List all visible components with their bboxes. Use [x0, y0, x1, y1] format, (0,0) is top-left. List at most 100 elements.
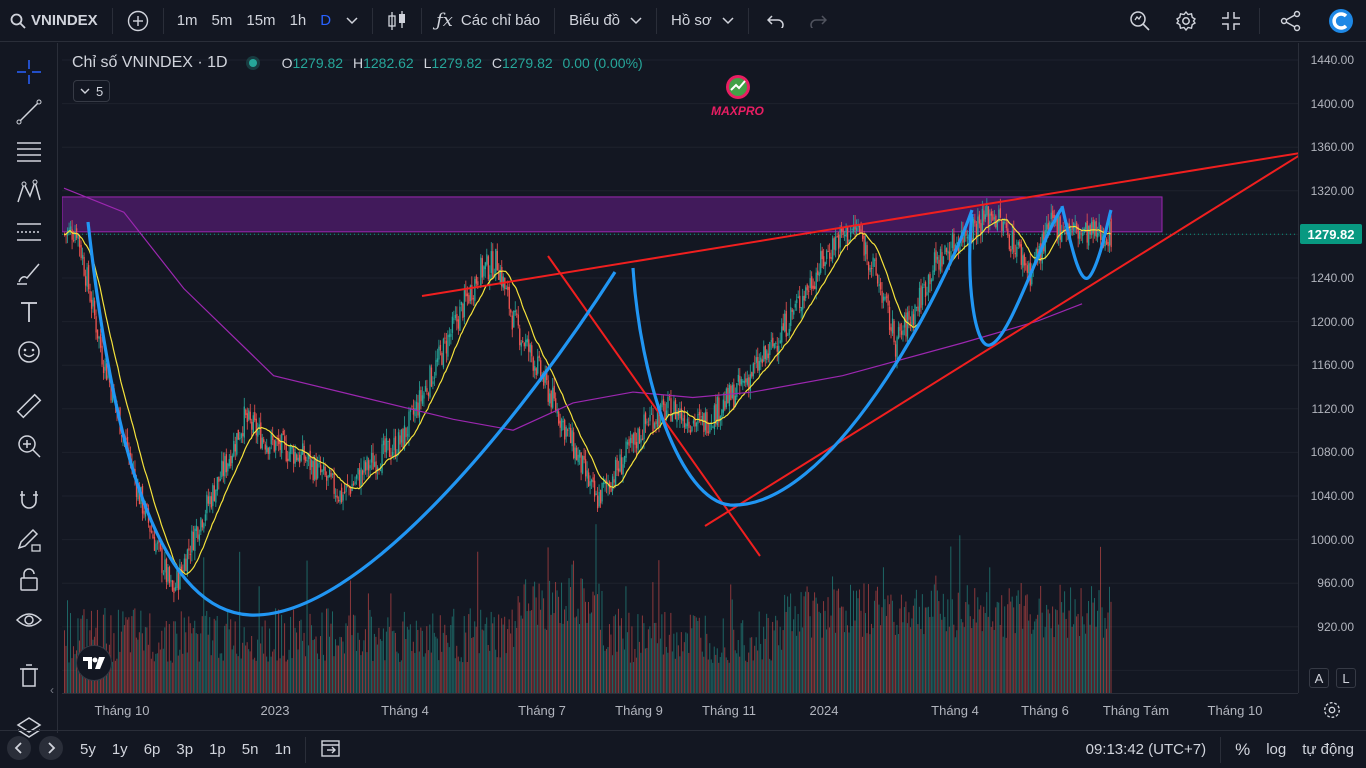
auto-toggle[interactable]: tự động [1302, 741, 1354, 758]
volume-bar [653, 622, 655, 693]
volume-bar [1031, 633, 1033, 693]
candle-body [188, 548, 190, 551]
interval-15m[interactable]: 15m [246, 12, 276, 29]
volume-bar [782, 630, 784, 693]
volume-bar [354, 615, 356, 693]
compare-button[interactable] [119, 0, 157, 42]
axis-settings-button[interactable] [1322, 700, 1344, 722]
profile-menu-button[interactable]: Hồ sơ [663, 0, 742, 42]
interval-5m[interactable]: 5m [211, 12, 233, 29]
interval-dropdown[interactable] [338, 0, 366, 42]
range-1y[interactable]: 1y [111, 741, 128, 758]
candle-body [836, 236, 838, 238]
candle-body [526, 338, 528, 343]
quick-search-button[interactable] [1117, 0, 1163, 42]
candle-body [614, 460, 617, 486]
volume-bar [787, 596, 789, 693]
undo-button[interactable] [755, 0, 797, 42]
candle-body [963, 226, 966, 243]
legend-title[interactable]: Chỉ số VNINDEX · 1D [72, 54, 228, 71]
hide-drawings-tool[interactable] [14, 605, 44, 635]
volume-bar [646, 648, 648, 693]
magnet-tool[interactable] [14, 485, 44, 515]
candle-body [355, 475, 358, 479]
candle-body [867, 262, 870, 271]
interval-1m[interactable]: 1m [176, 12, 198, 29]
range-3p[interactable]: 3p [176, 741, 194, 758]
time-axis[interactable]: Tháng 10 2023 Tháng 4 Tháng 7 Tháng 9 Tháng 1… [62, 693, 1298, 727]
remove-drawings-tool[interactable] [14, 661, 44, 691]
pattern-tool[interactable] [14, 177, 44, 207]
log-scale-button[interactable]: L [1336, 668, 1356, 688]
indicators-button[interactable]: ƒx Các chỉ báo [428, 0, 548, 42]
crosshair-tool[interactable] [14, 57, 44, 87]
log-toggle[interactable]: log [1266, 741, 1287, 758]
price-chart[interactable] [62, 43, 1298, 693]
brush-tool[interactable] [14, 257, 44, 287]
brand-logo-button[interactable] [1316, 0, 1366, 42]
fullscreen-button[interactable] [1209, 0, 1253, 42]
candle-body [176, 570, 178, 588]
chart-type-button[interactable] [379, 0, 415, 42]
volume-bar [1094, 598, 1096, 693]
tradingview-logo[interactable] [76, 645, 112, 681]
fib-tool[interactable] [14, 137, 44, 167]
symbol-search[interactable]: VNINDEX [0, 0, 106, 42]
change-value: 0.00 (0.00%) [562, 55, 643, 71]
indicators-collapse-button[interactable]: 5 [73, 80, 111, 102]
candle-body [90, 299, 93, 309]
candle-body [432, 381, 434, 385]
range-5y[interactable]: 5y [80, 741, 96, 758]
go-to-date-button[interactable] [312, 738, 350, 762]
chart-menu-button[interactable]: Biểu đồ [561, 0, 650, 42]
emoji-tool[interactable] [14, 337, 44, 367]
forecast-tool[interactable] [14, 217, 44, 247]
volume-bar [755, 637, 757, 693]
volume-bar [1026, 594, 1028, 693]
candle-body [239, 437, 241, 440]
candle-body [354, 481, 356, 484]
chart-pane[interactable] [62, 43, 1298, 693]
volume-bar [1059, 584, 1061, 693]
scroll-right-button[interactable] [34, 735, 68, 765]
volume-bar [215, 620, 217, 693]
auto-scale-button[interactable]: A [1309, 668, 1329, 688]
lock-all-tool[interactable] [14, 565, 44, 595]
volume-bar [472, 637, 474, 693]
candle-body [992, 214, 994, 221]
volume-bar [231, 649, 233, 693]
volume-bar [556, 590, 558, 693]
text-tool[interactable] [14, 297, 44, 327]
price-axis[interactable]: 1440.001400.001360.001320.001280.001240.… [1298, 43, 1366, 693]
redo-button[interactable] [797, 0, 839, 42]
volume-bar [697, 620, 699, 693]
volume-bar [924, 607, 926, 693]
volume-bar [854, 620, 856, 693]
lock-drawing-tool[interactable] [14, 525, 44, 555]
left-panel-toggle[interactable]: ‹ [50, 683, 54, 697]
indicator-count: 5 [96, 83, 104, 99]
interval-d[interactable]: D [320, 12, 332, 29]
candle-body [1059, 216, 1061, 240]
percent-toggle[interactable]: % [1235, 739, 1251, 759]
volume-bar [352, 614, 354, 693]
candle-body [646, 421, 648, 423]
settings-button[interactable] [1163, 0, 1209, 42]
range-6p[interactable]: 6p [143, 741, 161, 758]
range-1n[interactable]: 1n [274, 741, 292, 758]
candle-body [921, 286, 924, 305]
volume-bar [658, 560, 660, 693]
trendline-tool[interactable] [14, 97, 44, 127]
range-5n[interactable]: 5n [241, 741, 259, 758]
volume-bar [384, 660, 386, 693]
range-1p[interactable]: 1p [209, 741, 226, 758]
share-button[interactable] [1266, 0, 1316, 42]
volume-bar [300, 619, 302, 693]
interval-1h[interactable]: 1h [289, 12, 307, 29]
clock-timezone[interactable]: 09:13:42 (UTC+7) [1085, 741, 1207, 758]
scroll-left-button[interactable] [0, 735, 34, 765]
measure-tool[interactable] [14, 391, 44, 421]
object-tree-tool[interactable] [14, 713, 44, 743]
zoom-tool[interactable] [14, 431, 44, 461]
candle-body [647, 424, 650, 426]
